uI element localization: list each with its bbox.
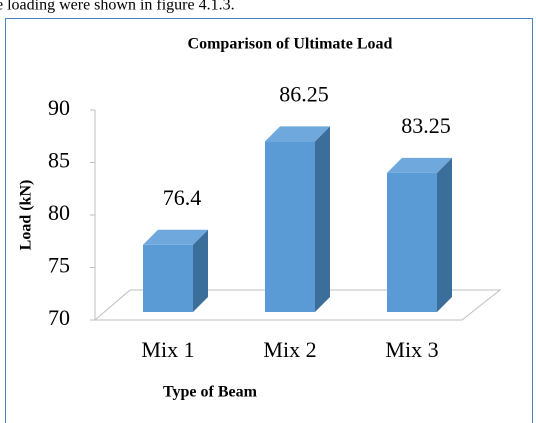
y-tick-label: 75 xyxy=(48,253,70,278)
x-axis-label: Type of Beam xyxy=(163,384,258,401)
bar xyxy=(265,126,330,312)
floor xyxy=(93,289,502,321)
data-label: 86.25 xyxy=(279,81,329,106)
x-tick-label: Mix 3 xyxy=(385,337,438,362)
bar-side xyxy=(315,126,330,312)
bar xyxy=(387,157,452,312)
bar xyxy=(143,229,208,312)
bar-top xyxy=(143,229,208,245)
y-tick-label: 80 xyxy=(48,200,70,225)
x-tick-label: Mix 2 xyxy=(263,337,316,362)
chart-title: Comparison of Ultimate Load xyxy=(188,36,393,53)
y-tick-label: 85 xyxy=(48,148,70,173)
data-label: 76.4 xyxy=(163,185,202,210)
data-label: 83.25 xyxy=(401,113,451,138)
bar-top xyxy=(387,157,452,173)
bar-side xyxy=(193,229,208,312)
bar-side xyxy=(437,157,452,312)
bar-front xyxy=(387,172,437,312)
y-axis-label: Load (kN) xyxy=(18,180,35,251)
page-text: e loading were shown in figure 4.1.3. xyxy=(0,0,235,14)
bar-top xyxy=(265,126,330,142)
x-tick-label: Mix 1 xyxy=(141,337,194,362)
bar-front xyxy=(143,244,193,312)
y-tick-label: 70 xyxy=(48,305,70,330)
bar-front xyxy=(265,141,315,312)
y-tick-label: 90 xyxy=(48,95,70,120)
